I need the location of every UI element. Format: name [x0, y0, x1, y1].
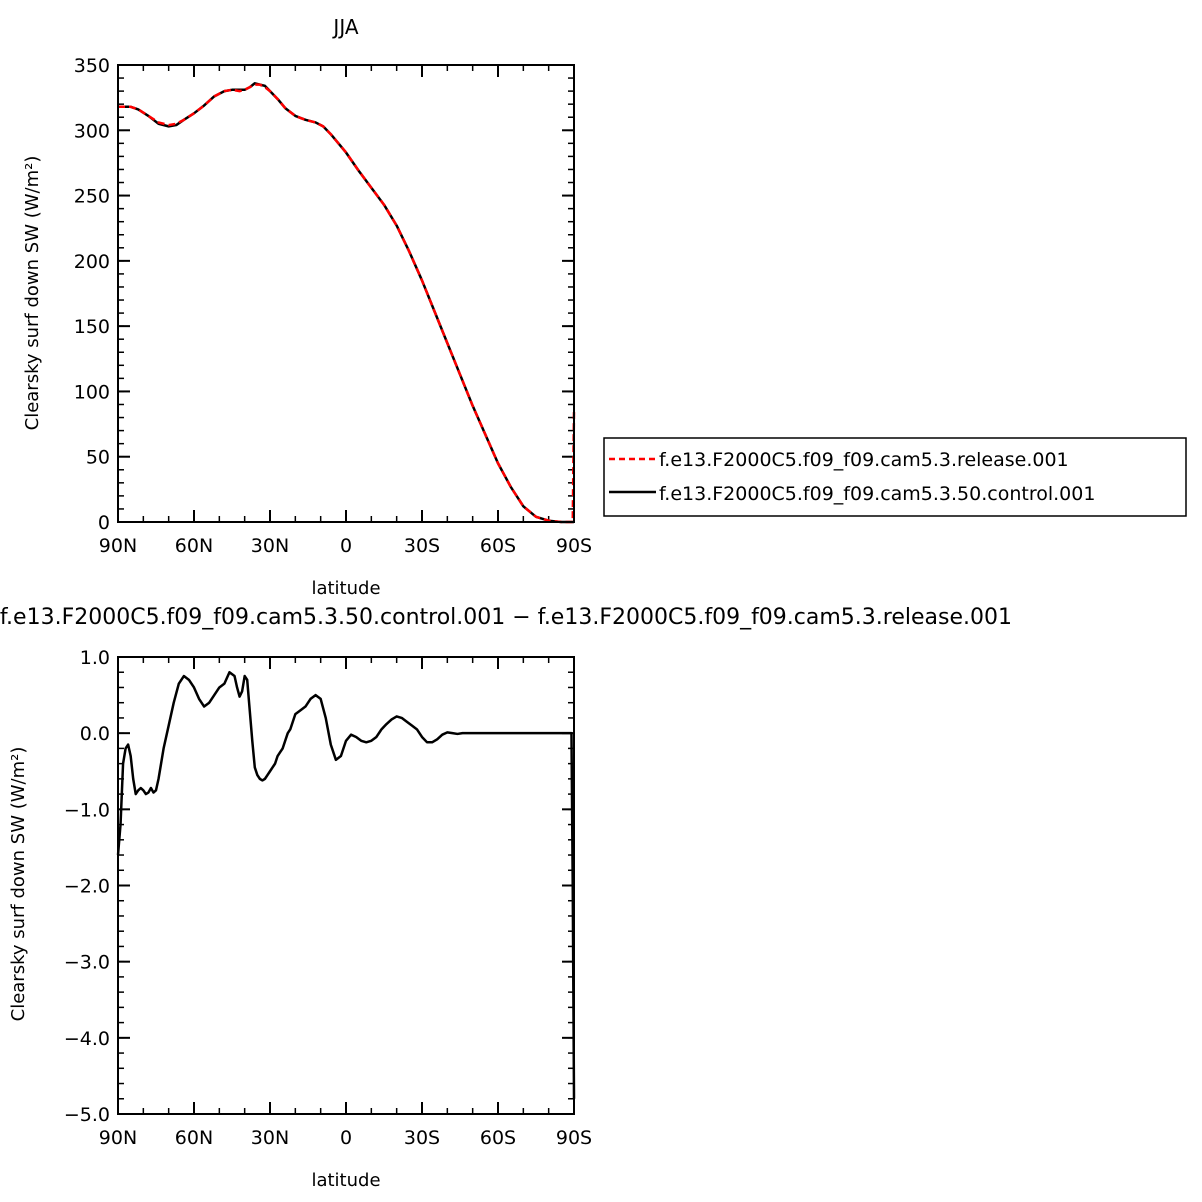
- top-x-tick-label: 60S: [480, 535, 516, 557]
- legend: f.e13.F2000C5.f09_f09.cam5.3.release.001…: [603, 437, 1187, 517]
- bottom-panel: f.e13.F2000C5.f09_f09.cam5.3.50.control.…: [0, 605, 1012, 1191]
- legend-label-release: f.e13.F2000C5.f09_f09.cam5.3.release.001: [659, 449, 1069, 471]
- bottom-series-line-difference: [116, 670, 576, 1099]
- bottom-x-tick-label: 0: [340, 1127, 352, 1149]
- top-ticks: 0 50 100 150 200 250 300 350 90N 60N 30N 0 30S 60S 90S: [74, 55, 592, 557]
- top-x-tick-label: 30S: [404, 535, 440, 557]
- legend-label-control: f.e13.F2000C5.f09_f09.cam5.3.50.control.…: [659, 483, 1095, 505]
- bottom-ticks: −5.0 −4.0 −3.0 −2.0 −1.0 0.0 1.0 90N 60N 30N 0 30S 6…: [64, 647, 592, 1149]
- top-y-tick-label: 250: [74, 186, 110, 208]
- bottom-y-tick-label: −4.0: [64, 1028, 110, 1050]
- top-series-line-release: [118, 83, 576, 524]
- bottom-x-tick-label: 30N: [251, 1127, 289, 1149]
- top-y-tick-label: 150: [74, 316, 110, 338]
- bottom-x-tick-label: 90S: [556, 1127, 592, 1149]
- top-x-tick-label: 90S: [556, 535, 592, 557]
- top-x-tick-label: 30N: [251, 535, 289, 557]
- bottom-y-tick-label: −3.0: [64, 952, 110, 974]
- legend-box: [603, 437, 1187, 517]
- bottom-x-tick-label: 90N: [99, 1127, 137, 1149]
- bottom-y-tick-label: −1.0: [64, 799, 110, 821]
- bottom-x-tick-label: 60S: [480, 1127, 516, 1149]
- bottom-x-tick-label: 60N: [175, 1127, 213, 1149]
- top-y-tick-label: 0: [98, 512, 110, 534]
- top-y-axis-label: Clearsky surf down SW (W/m²): [22, 156, 43, 431]
- top-series: [118, 82, 576, 524]
- top-panel: JJA Clearsky surf down SW (W/m²) latitud…: [22, 15, 592, 599]
- top-x-tick-label: 90N: [99, 535, 137, 557]
- bottom-y-tick-label: −5.0: [64, 1104, 110, 1126]
- bottom-y-tick-label: 1.0: [80, 647, 110, 669]
- bottom-plot-frame: [117, 656, 575, 1115]
- top-y-tick-label: 350: [74, 55, 110, 77]
- bottom-x-axis-label: latitude: [311, 1170, 380, 1191]
- top-series-line-control: [118, 82, 574, 524]
- top-y-tick-label: 200: [74, 251, 110, 273]
- top-y-tick-label: 100: [74, 381, 110, 403]
- bottom-y-tick-label: −2.0: [64, 876, 110, 898]
- bottom-y-axis-label: Clearsky surf down SW (W/m²): [8, 747, 29, 1022]
- top-plot-frame: [117, 64, 575, 523]
- top-title: JJA: [331, 15, 358, 39]
- bottom-series: [116, 670, 576, 1099]
- top-x-tick-label: 0: [340, 535, 352, 557]
- bottom-y-tick-label: 0.0: [80, 723, 110, 745]
- top-y-tick-label: 300: [74, 120, 110, 142]
- bottom-title: f.e13.F2000C5.f09_f09.cam5.3.50.control.…: [0, 605, 1012, 630]
- top-x-axis-label: latitude: [311, 578, 380, 599]
- top-y-tick-label: 50: [86, 447, 110, 469]
- top-x-tick-label: 60N: [175, 535, 213, 557]
- bottom-x-tick-label: 30S: [404, 1127, 440, 1149]
